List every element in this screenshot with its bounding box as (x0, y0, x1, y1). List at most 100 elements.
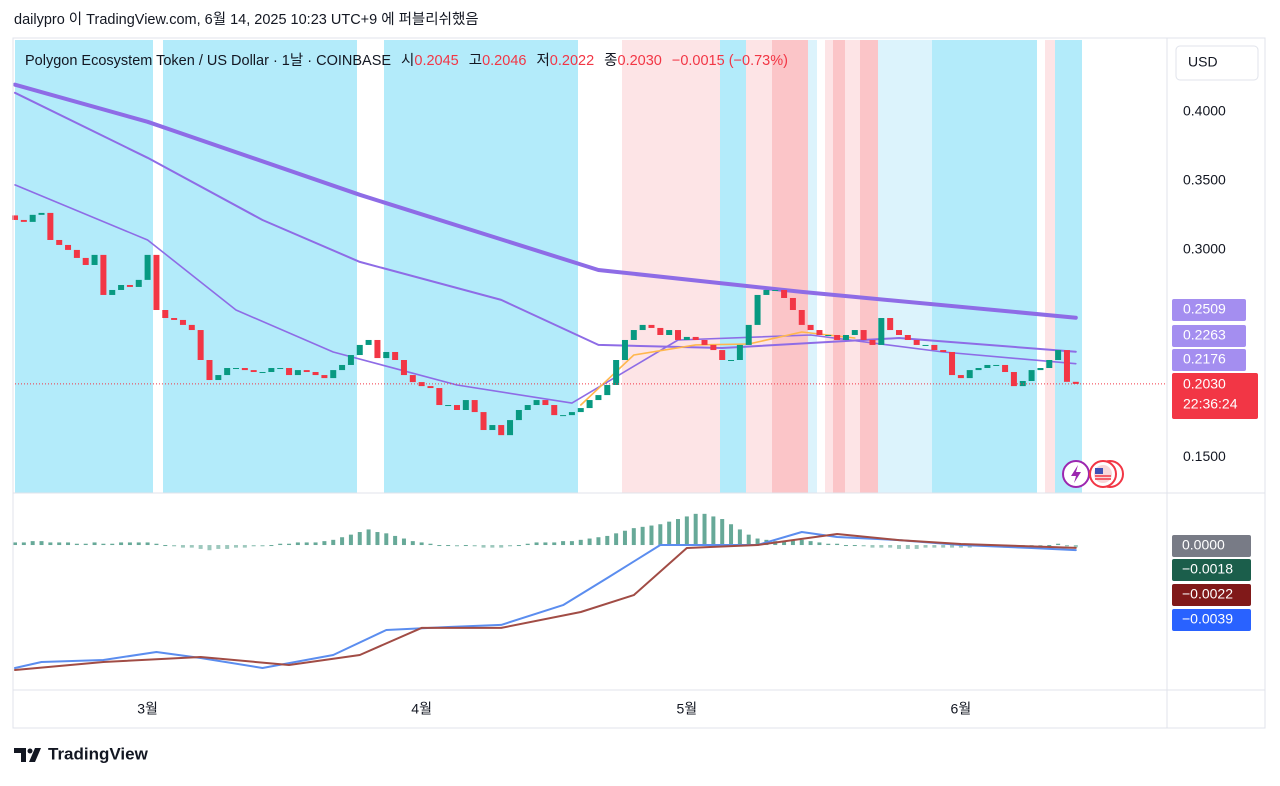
candle (171, 318, 178, 320)
histogram-bar (782, 541, 787, 546)
histogram-bar (180, 545, 185, 548)
candle (12, 215, 18, 220)
histogram-bar (667, 521, 672, 546)
x-tick-label: 5월 (677, 701, 698, 717)
candle (356, 344, 363, 356)
histogram-bar (393, 535, 398, 546)
candle (73, 249, 80, 258)
candle (834, 335, 841, 340)
histogram-bar (852, 545, 857, 547)
currency: USD (1188, 54, 1218, 70)
candle (993, 364, 1000, 366)
histogram-bar (702, 513, 707, 546)
histogram-bar (145, 542, 150, 546)
currency-button[interactable] (1175, 45, 1259, 81)
histogram-bar (552, 542, 557, 546)
candle (551, 405, 558, 416)
histogram-bar (481, 545, 486, 548)
x-tick-label: 4월 (411, 701, 432, 717)
histogram-bar (1064, 545, 1069, 547)
histogram-bar (711, 516, 716, 546)
histogram-bar (163, 545, 168, 547)
histogram-bar (888, 545, 893, 548)
price-tag-label: 0.2509 (1183, 301, 1226, 317)
histogram-bar (958, 545, 963, 548)
candle (904, 335, 911, 340)
candle (126, 285, 133, 287)
histogram-bar (48, 542, 53, 546)
open-value: 0.2045 (414, 53, 458, 69)
histogram-bar (1073, 545, 1078, 548)
histogram-bar (605, 535, 610, 546)
histogram-bar (737, 529, 742, 546)
candle (374, 339, 381, 359)
macd-line (14, 531, 1077, 669)
histogram-bar (295, 542, 300, 546)
scale-tag (1172, 535, 1251, 557)
histogram-bar (561, 541, 566, 546)
event-icons[interactable] (1062, 460, 1124, 488)
histogram-bar (569, 541, 574, 546)
moving-average (14, 184, 1077, 404)
candle (896, 330, 902, 336)
candle (409, 375, 416, 383)
candle (736, 344, 743, 361)
candle (666, 330, 673, 336)
candle (153, 254, 160, 311)
candle (144, 254, 151, 280)
candle (383, 351, 390, 359)
candle (630, 330, 637, 340)
price-tag (1172, 325, 1246, 347)
histogram-bar (587, 538, 592, 546)
histogram-bar (499, 545, 504, 548)
candle (471, 400, 478, 413)
candle (568, 412, 575, 416)
candle (312, 372, 319, 376)
candle (692, 336, 699, 340)
histogram-bar (870, 545, 875, 548)
histogram-bar (905, 545, 910, 549)
candle (162, 310, 169, 319)
candle (701, 339, 708, 345)
histogram-bar (746, 534, 751, 546)
candle (1002, 364, 1009, 373)
candle (365, 339, 372, 345)
scale-tag (1172, 559, 1251, 581)
histogram-bar (941, 545, 946, 548)
histogram-bar (658, 524, 663, 546)
candle (789, 297, 796, 311)
candle (931, 344, 938, 351)
histogram-bar (808, 541, 813, 546)
candle (604, 384, 611, 396)
candle (197, 330, 204, 361)
candle (277, 368, 284, 370)
candle (47, 212, 54, 240)
candle (807, 324, 814, 331)
histogram-bar (932, 545, 937, 548)
histogram-bar (419, 542, 424, 546)
candle (321, 375, 328, 379)
scale-tag-label: −0.0018 (1182, 561, 1233, 577)
histogram-bar (437, 545, 442, 547)
histogram-bar (13, 542, 17, 546)
candle (533, 400, 540, 406)
publish-header: dailypro 이 TradingView.com, 6월 14, 2025 … (14, 11, 479, 28)
candle (966, 370, 973, 379)
x-tick-label: 6월 (951, 701, 972, 717)
candle (91, 254, 98, 265)
candle (957, 375, 964, 379)
legend: Polygon Ecosystem Token / US Dollar · 1날… (25, 52, 788, 69)
histogram-bar (401, 538, 406, 546)
frame (12, 37, 1266, 729)
open-label: 시 (401, 53, 414, 69)
change: −0.0015 (−0.73%) (672, 53, 788, 69)
candle (507, 420, 514, 436)
scale-tag-label: −0.0039 (1182, 611, 1233, 627)
candle (657, 327, 664, 336)
candle (710, 344, 717, 351)
candle (754, 294, 761, 325)
histogram-bar (525, 543, 530, 546)
histogram-bar (154, 543, 159, 546)
candle (577, 408, 584, 413)
